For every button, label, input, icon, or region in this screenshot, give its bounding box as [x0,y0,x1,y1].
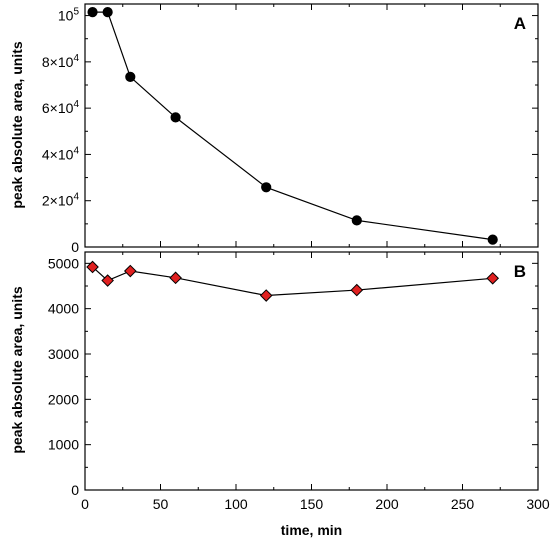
y-tick-label: 105 [58,7,80,24]
panel-letter: A [514,14,526,33]
panel-b: 0 1000 2000 3000 4000 5000 0 50 100 150 200 250 300 t… [9,251,550,538]
data-point [86,260,99,274]
plot-frame [84,251,539,491]
panel-letter: B [514,262,526,281]
data-point [123,264,137,278]
y-tick-label: 6×104 [42,99,80,116]
data-point [350,283,364,297]
data-point [487,234,498,245]
x-tick-label: 300 [526,496,550,512]
y-tick-label: 0 [71,239,79,255]
data-point [259,289,273,302]
data-point [169,271,182,285]
data-point [261,182,272,193]
y-tick-label: 8×104 [42,53,80,70]
data-point [101,274,114,287]
x-tick-label: 150 [300,496,324,512]
data-point [170,112,181,123]
y-tick-label: 1000 [48,437,79,453]
x-tick-label: 100 [224,496,248,512]
panel-a: 0 2×104 4×104 6×104 8×104 105 peak absolute ar… [9,3,539,255]
y-tick-label: 3000 [48,346,79,362]
y-tick-label: 0 [71,482,79,498]
data-point [486,271,500,285]
y-axis-title: peak absolute area, units [9,286,25,453]
x-tick-label: 50 [153,496,169,512]
y-tick-label: 2000 [48,391,79,407]
data-point [102,6,113,18]
y-tick-label: 4×104 [42,145,80,162]
y-tick-label: 5000 [48,255,79,271]
series-line [92,11,493,241]
x-tick-label: 0 [81,496,89,512]
y-axis-title: peak absolute area, units [9,41,25,208]
data-point [125,71,136,83]
y-tick-label: 2×104 [42,192,80,209]
x-tick-label: 250 [451,496,475,512]
x-tick-label: 200 [375,496,399,512]
y-tick-label: 4000 [48,301,79,317]
series-line [92,266,493,297]
plot-frame [84,3,539,248]
x-axis-title: time, min [281,522,342,538]
data-point [351,215,362,226]
data-point [87,6,98,18]
